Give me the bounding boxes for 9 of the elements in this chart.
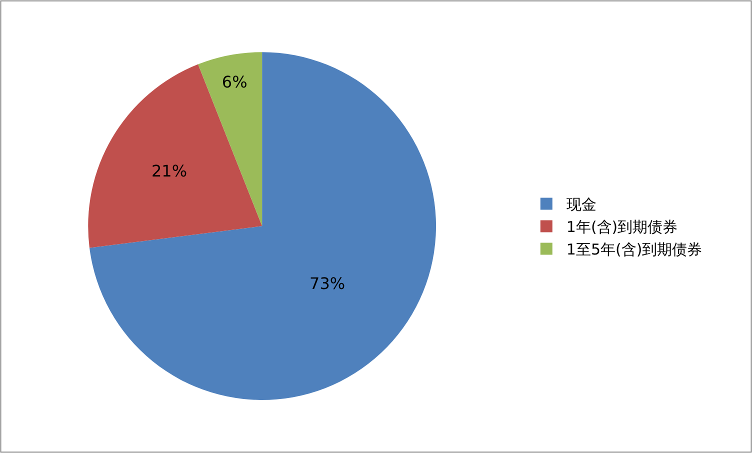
legend-label: 现金 [566,196,596,214]
pie-slice [89,52,436,400]
pie-slice [198,52,262,226]
legend-label: 1至5年(含)到期债券 [566,240,702,259]
data-label: 6% [222,72,248,92]
pie-slice [88,64,262,248]
data-label: 73% [310,274,346,294]
legend-label: 1年(含)到期债券 [566,218,678,236]
data-label: 21% [151,162,188,181]
